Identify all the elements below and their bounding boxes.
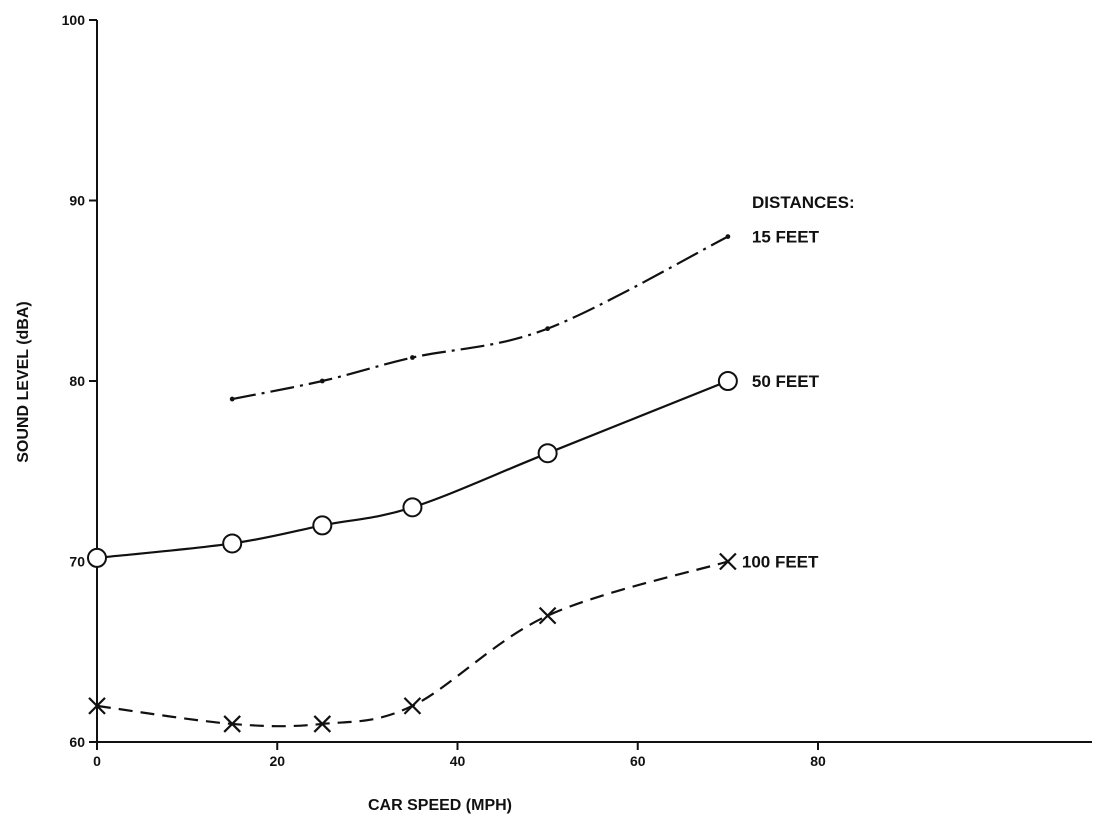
data-point-x — [538, 606, 557, 625]
data-point-dot — [410, 355, 415, 360]
data-point-x — [719, 552, 737, 571]
y-tick-label: 80 — [69, 373, 85, 389]
x-marker-stroke — [88, 697, 106, 715]
series-line-0 — [231, 235, 729, 401]
data-point-x — [403, 697, 422, 715]
data-point-dot — [319, 378, 325, 384]
x-marker-stroke — [538, 606, 557, 625]
data-point-dot — [725, 234, 731, 240]
series-label-0: 15 FEET — [752, 228, 820, 247]
series-label-1: 50 FEET — [752, 372, 820, 391]
data-point-x — [223, 715, 241, 733]
data-point-circle — [402, 497, 423, 518]
data-point-circle — [222, 533, 243, 554]
chart-axes — [96, 20, 1092, 743]
series-label-2: 100 FEET — [742, 553, 819, 572]
x-marker-stroke — [719, 552, 737, 571]
x-marker-stroke — [313, 715, 332, 733]
data-point-x — [313, 715, 332, 733]
x-tick-label: 0 — [93, 753, 101, 769]
y-tick-label: 70 — [69, 554, 85, 570]
x-marker-stroke — [403, 697, 422, 715]
data-point-circle — [87, 547, 107, 568]
data-point-dot — [545, 326, 551, 332]
data-point-circle — [312, 515, 333, 536]
series-line-2 — [96, 560, 729, 728]
x-tick-label: 80 — [810, 753, 826, 769]
x-tick-label: 20 — [269, 753, 285, 769]
chart-series-lines — [96, 235, 729, 728]
chart-markers — [87, 234, 738, 733]
x-tick-label: 40 — [450, 753, 466, 769]
y-tick-label: 100 — [62, 12, 86, 28]
y-axis-title: SOUND LEVEL (dBA) — [15, 301, 32, 462]
x-tick-label: 60 — [630, 753, 646, 769]
data-point-dot — [229, 396, 235, 402]
data-point-x — [88, 697, 106, 715]
x-marker-stroke — [223, 715, 241, 733]
chart-labels: 15 FEET 50 FEET 100 FEET — [742, 228, 820, 572]
series-line-1 — [96, 379, 729, 559]
data-point-circle — [717, 371, 738, 391]
data-point-circle — [537, 443, 558, 464]
y-tick-label: 90 — [69, 193, 85, 209]
x-axis-title: CAR SPEED (MPH) — [368, 797, 512, 814]
legend-title: DISTANCES: — [752, 193, 855, 212]
chart-ticks: 0 20 40 60 80 60 70 80 90 100 — [62, 12, 826, 769]
y-tick-label: 60 — [69, 734, 85, 750]
